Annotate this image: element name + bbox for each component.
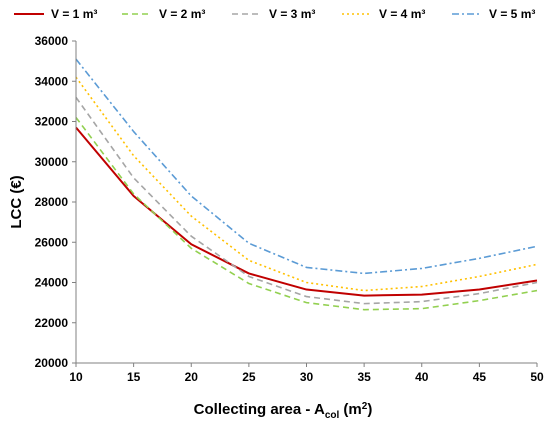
series-line-v5: [75, 58, 538, 275]
x-tick-label: 50: [530, 370, 544, 384]
series-line-v2: [75, 116, 538, 311]
x-tick-label: 30: [300, 370, 314, 384]
x-axis-title-subscript: col: [325, 410, 340, 421]
series-line-v4: [75, 76, 538, 292]
x-tick-label: 15: [127, 370, 141, 384]
y-tick-label: 30000: [35, 155, 69, 169]
y-axis-title: LCC (€): [8, 175, 25, 228]
y-tick-label: 22000: [35, 316, 69, 330]
x-axis-title-unit-open: (m: [339, 401, 362, 418]
x-tick-label: 40: [415, 370, 429, 384]
legend-label-v3: V = 3 m³: [269, 7, 315, 21]
y-tick-label: 24000: [35, 276, 69, 290]
legend-label-v1: V = 1 m³: [51, 7, 97, 21]
legend-label-v5: V = 5 m³: [489, 7, 535, 21]
series-line-v3: [75, 96, 538, 305]
x-axis-ticks: 10 15 20 25 30 35 40 45 50: [69, 363, 544, 384]
y-tick-label: 32000: [35, 115, 69, 129]
y-tick-label: 36000: [35, 34, 69, 48]
x-axis-title-superscript: 2: [362, 401, 368, 412]
x-tick-label: 35: [357, 370, 371, 384]
y-tick-label: 26000: [35, 235, 69, 249]
x-axis-title-main: Collecting area - A: [194, 401, 325, 418]
series-line-v1: [75, 126, 538, 297]
y-tick-label: 34000: [35, 74, 69, 88]
x-tick-label: 10: [69, 370, 83, 384]
legend: V = 1 m³ V = 2 m³ V = 3 m³ V = 4 m³ V = 5 m³: [14, 7, 535, 21]
x-tick-label: 45: [473, 370, 487, 384]
x-tick-label: 20: [185, 370, 199, 384]
plot-area: 20000 22000 24000 26000 28000 30000 32000 34000…: [35, 34, 544, 384]
y-tick-label: 28000: [35, 195, 69, 209]
legend-label-v2: V = 2 m³: [159, 7, 205, 21]
x-tick-label: 25: [242, 370, 256, 384]
x-axis-title: Collecting area - Acol (m2): [194, 401, 373, 421]
y-axis-ticks: 20000 22000 24000 26000 28000 30000 32000 34000…: [35, 34, 76, 370]
y-tick-label: 20000: [35, 356, 69, 370]
legend-label-v4: V = 4 m³: [379, 7, 425, 21]
x-axis-title-unit-close: ): [367, 401, 372, 418]
series-layer: [75, 58, 538, 311]
